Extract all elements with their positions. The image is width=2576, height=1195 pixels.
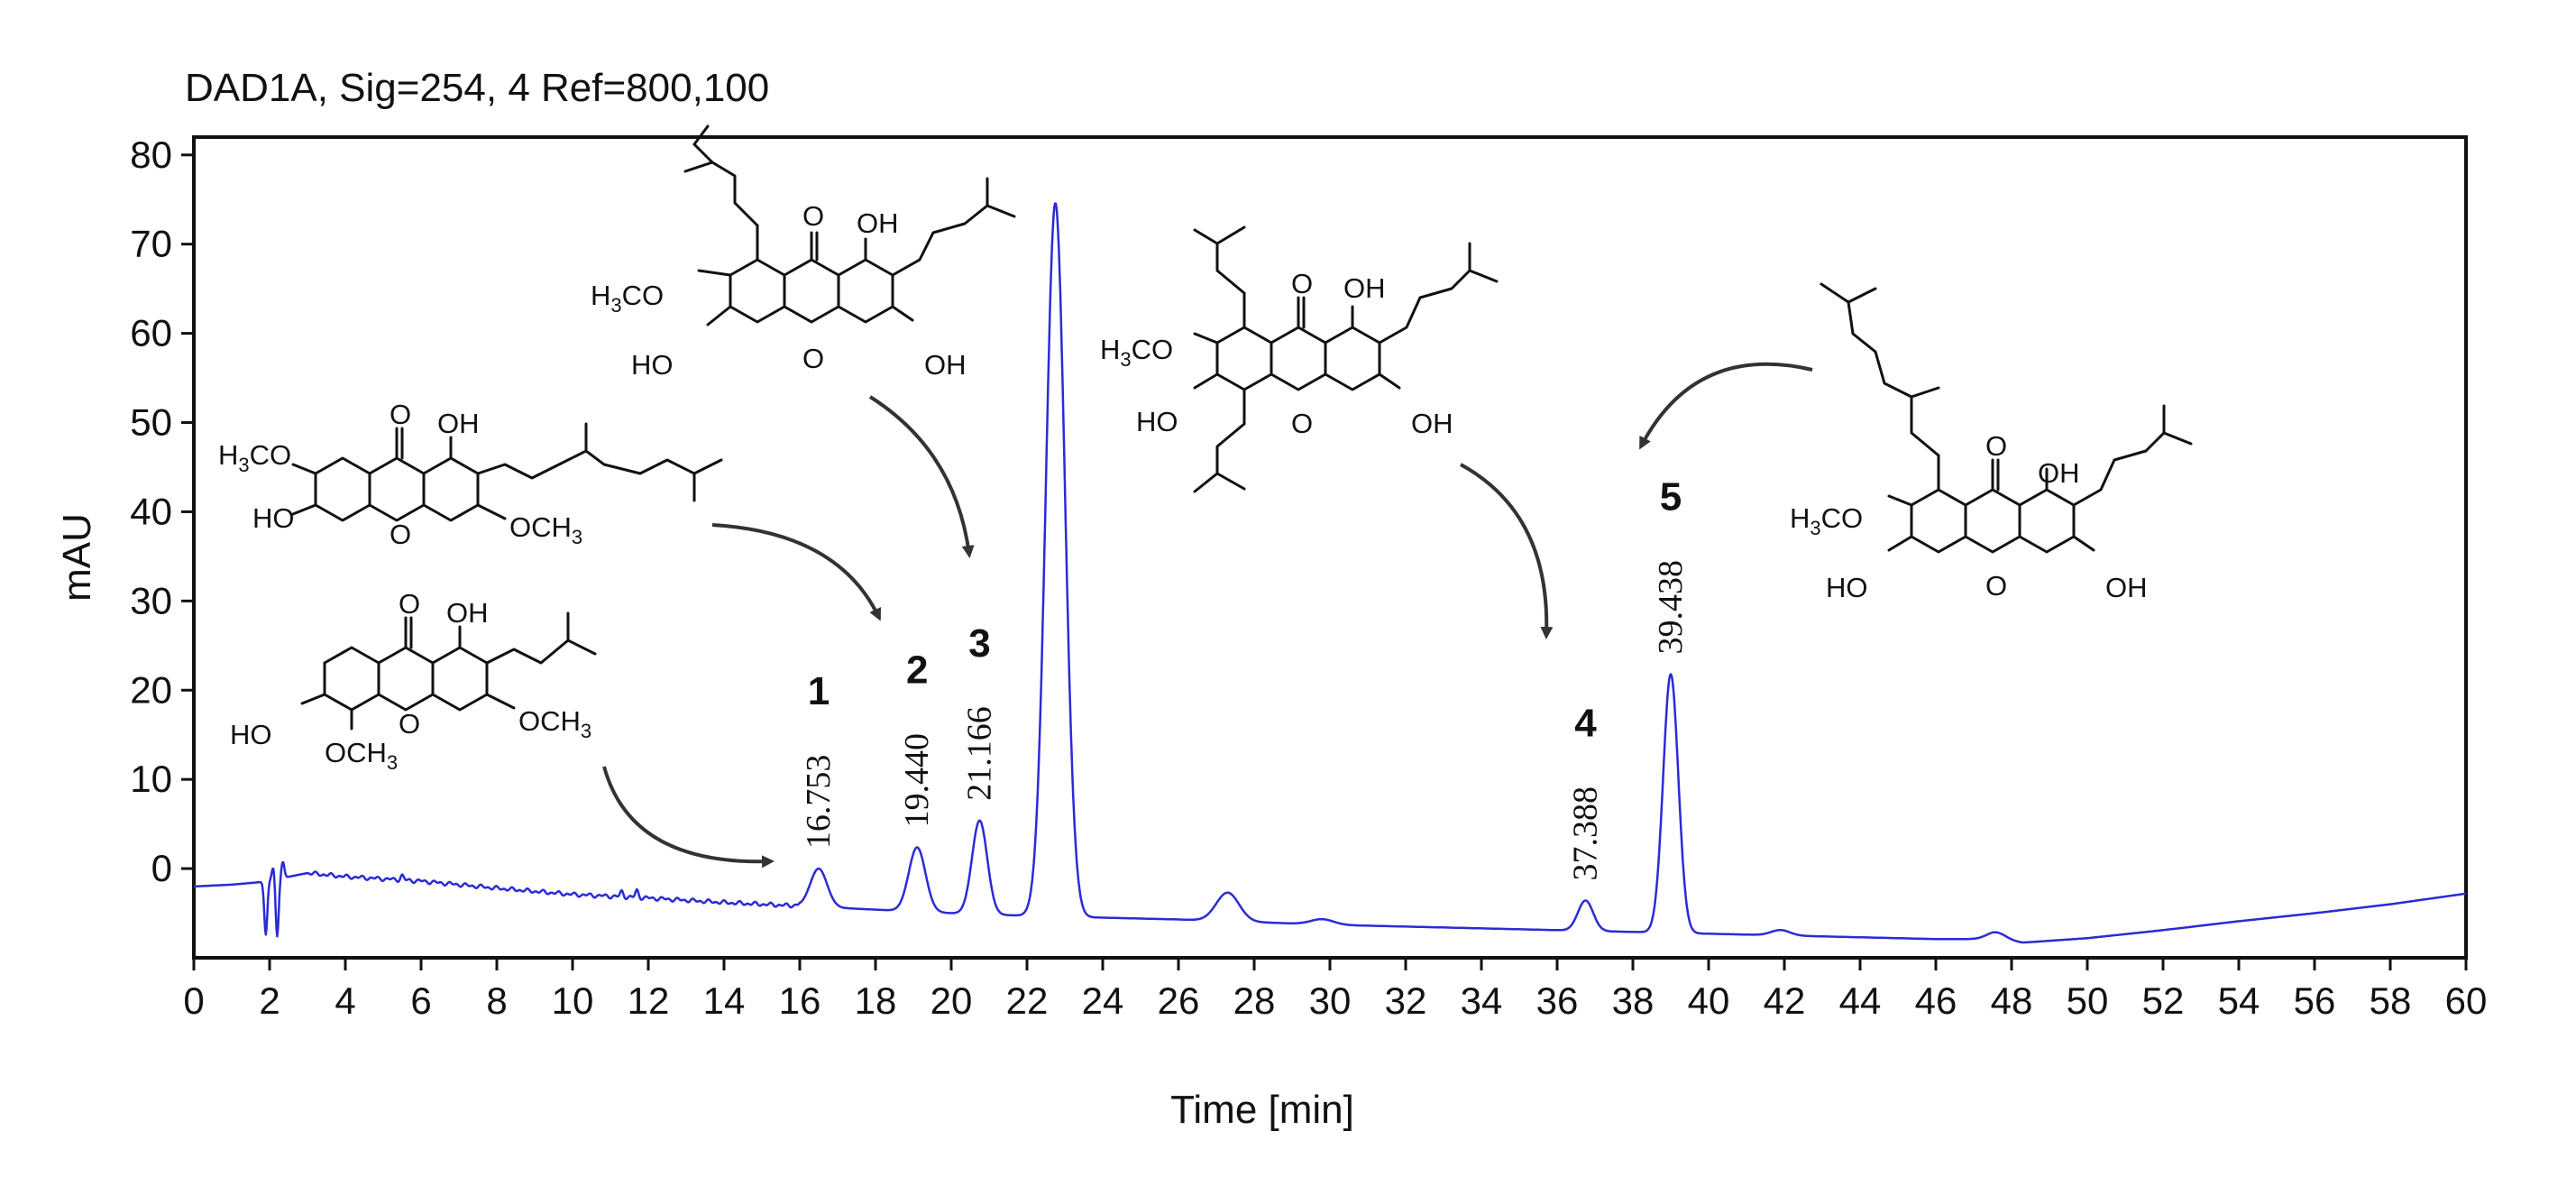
x-tick-label: 56	[2294, 979, 2336, 1022]
x-tick-label: 28	[1233, 979, 1276, 1022]
y-tick-label: 40	[130, 490, 172, 532]
structure-label: O	[399, 588, 420, 620]
x-tick-label: 34	[1461, 979, 1503, 1022]
x-tick-label: 48	[1991, 979, 2033, 1022]
arrow-to-peak-4	[1460, 463, 1554, 639]
x-tick-label: 20	[930, 979, 973, 1022]
structure-label: OCH3	[509, 511, 582, 548]
arrow-to-peak-3	[868, 395, 975, 558]
structure-compound-2: O OH H3CO HO O OCH3	[218, 399, 723, 550]
structure-label: O	[802, 343, 824, 374]
x-tick-label: 16	[779, 979, 821, 1022]
structure-label: O	[1291, 268, 1313, 299]
structure-label: OH	[924, 349, 967, 381]
peak-retention-time: 21.166	[961, 706, 999, 801]
structure-label: H3CO	[218, 439, 291, 476]
x-tick-label: 32	[1385, 979, 1427, 1022]
peak-retention-time: 39.438	[1652, 560, 1690, 655]
structure-label: H3CO	[1100, 334, 1173, 371]
y-tick-label: 70	[130, 223, 172, 265]
x-tick-label: 8	[486, 979, 507, 1022]
y-axis-title: mAU	[55, 513, 99, 602]
x-tick-label: 44	[1839, 979, 1882, 1022]
x-tick-label: 12	[628, 979, 670, 1022]
structure-label: H3CO	[1790, 502, 1863, 539]
y-tick-label: 20	[130, 668, 172, 711]
peak-retention-time: 16.753	[800, 755, 838, 850]
structure-label: OH	[857, 207, 899, 239]
x-tick-label: 4	[335, 979, 355, 1022]
chart-title: DAD1A, Sig=254, 4 Ref=800,100	[185, 66, 769, 110]
structure-label: OH	[437, 408, 480, 439]
peak-retention-time: 19.440	[898, 733, 936, 828]
x-tick-label: 38	[1612, 979, 1655, 1022]
x-tick-label: 54	[2218, 979, 2260, 1022]
x-tick-label: 24	[1082, 979, 1124, 1022]
structure-label: O	[1985, 570, 2007, 602]
structure-label: O	[390, 519, 411, 550]
x-tick-label: 0	[183, 979, 204, 1022]
chromatogram-trace	[193, 202, 2467, 944]
structure-label: OH	[2038, 457, 2080, 489]
peak-number: 2	[906, 648, 928, 693]
x-tick-label: 10	[552, 979, 594, 1022]
arrow-to-peak-2	[711, 523, 882, 621]
structure-label: HO	[252, 502, 295, 534]
x-tick-label: 60	[2445, 979, 2488, 1022]
arrow-to-peak-5	[1639, 362, 1813, 450]
arrow-to-peak-1	[602, 766, 775, 869]
x-tick-label: 30	[1309, 979, 1352, 1022]
x-tick-label: 6	[410, 979, 431, 1022]
structure-compound-4: O OH H3CO HO O OH	[1100, 225, 1499, 493]
structure-label: OH	[1343, 272, 1386, 304]
x-tick-label: 46	[1915, 979, 1957, 1022]
x-tick-label: 36	[1536, 979, 1579, 1022]
structure-label: O	[802, 200, 824, 232]
structure-label: O	[1291, 408, 1313, 439]
y-tick-label: 80	[130, 133, 172, 176]
plot-frame	[192, 135, 2468, 960]
peak-number: 5	[1660, 474, 1682, 519]
x-tick-label: 18	[855, 979, 897, 1022]
structure-compound-1: O OH HO OCH3 O OCH3	[230, 588, 597, 774]
y-tick-label: 50	[130, 401, 172, 444]
x-tick-label: 2	[259, 979, 280, 1022]
peak-annotations: 16.753 1 19.440 2 21.166 3 37.388 4 39.438 5	[800, 474, 1690, 880]
y-tick-label: 60	[130, 312, 172, 354]
x-tick-label: 42	[1764, 979, 1806, 1022]
structure-label: OH	[2105, 572, 2148, 603]
structure-label: OCH3	[325, 737, 398, 774]
structure-compound-3: O OH H3CO HO O OH	[591, 124, 1016, 381]
structure-label: O	[399, 708, 420, 740]
structure-label: O	[1985, 430, 2007, 462]
y-tick-label: 10	[130, 758, 172, 800]
y-tick-label: 0	[151, 847, 172, 889]
x-tick-label: 22	[1006, 979, 1049, 1022]
x-tick-label: 14	[703, 979, 746, 1022]
peak-number: 3	[968, 621, 990, 666]
structure-label: HO	[1826, 572, 1868, 603]
structure-label: H3CO	[591, 280, 664, 317]
x-tick-label: 40	[1688, 979, 1730, 1022]
peak-number: 4	[1574, 701, 1597, 745]
x-axis: 0 2 4 6 8 10 12 14 16 18 20 22 24 26 28 30 32 34 36 38 40 42 4…	[183, 958, 2487, 1022]
structure-label: OH	[1411, 408, 1453, 439]
structure-compound-5: O OH H3CO HO O OH	[1790, 282, 2193, 603]
structure-label: OH	[446, 597, 489, 629]
peak-retention-time: 37.388	[1567, 786, 1605, 881]
x-tick-label: 52	[2142, 979, 2185, 1022]
y-tick-label: 30	[130, 579, 172, 621]
x-axis-title: Time [min]	[1170, 1088, 1354, 1132]
structure-label: OCH3	[518, 705, 591, 742]
structure-label: HO	[1136, 406, 1178, 437]
x-tick-label: 50	[2067, 979, 2109, 1022]
x-tick-label: 58	[2370, 979, 2412, 1022]
y-axis: 0 10 20 30 40 50 60 70 80	[130, 133, 194, 889]
peak-number: 1	[808, 669, 830, 713]
structure-label: HO	[230, 719, 272, 750]
x-tick-label: 26	[1158, 979, 1200, 1022]
structure-label: O	[390, 399, 411, 430]
structure-label: HO	[631, 349, 674, 381]
